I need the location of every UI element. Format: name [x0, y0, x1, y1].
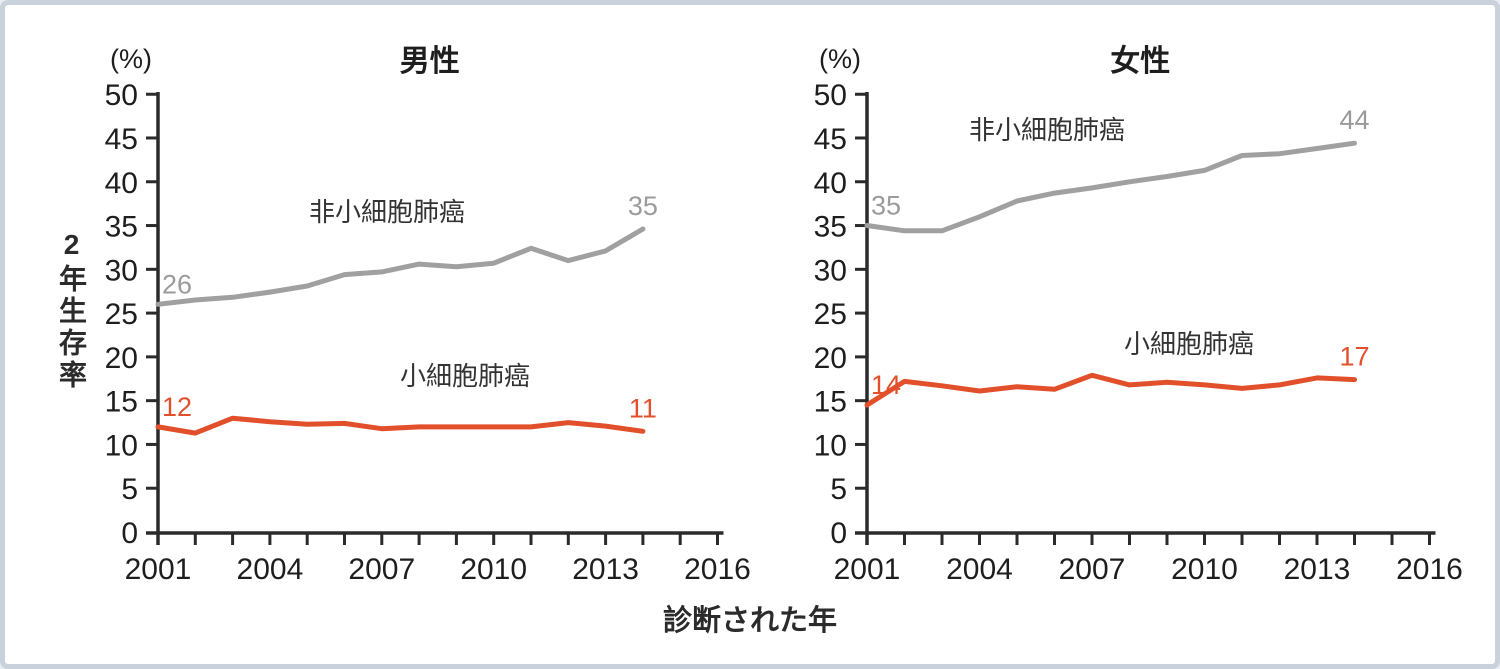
- x-axis-title: 診断された年: [662, 605, 837, 637]
- y-tick-label: 5: [830, 473, 847, 506]
- series-end-value: 35: [628, 191, 658, 221]
- series-name-label: 非小細胞肺癌: [969, 115, 1125, 145]
- series-end-value: 11: [629, 393, 657, 423]
- series-line-1: [864, 372, 1357, 408]
- x-tick-label: 2004: [237, 553, 304, 586]
- y-tick-label: 25: [814, 298, 847, 331]
- series-end-value: 17: [1339, 342, 1369, 372]
- series-line-0: [155, 226, 646, 307]
- chart-male: 0 5 10 15 20 25 30 35 40 45 50 2001 2004 2007 2010 2013…: [105, 44, 751, 586]
- x-tick-label: 2007: [1059, 553, 1126, 586]
- y-tick-label: 35: [814, 211, 847, 244]
- y-tick-label: 45: [814, 123, 847, 156]
- y-tick-label: 30: [814, 254, 847, 287]
- chart-female: 0 5 10 15 20 25 30 35 40 45 50 2001 2004 2007 2010 2013…: [814, 44, 1463, 586]
- series-start-value: 35: [871, 191, 901, 221]
- x-tick-label: 2016: [684, 553, 751, 586]
- y-axis-unit: (%): [110, 44, 152, 74]
- y-tick-label: 15: [814, 386, 847, 419]
- y-tick-label: 20: [814, 342, 847, 375]
- x-tick-label: 2010: [1171, 553, 1238, 586]
- y-tick-label: 50: [814, 79, 847, 112]
- y-axis-title: 2年生存率: [56, 229, 87, 392]
- y-tick-label: 50: [105, 79, 138, 112]
- series-name-label: 非小細胞肺癌: [309, 197, 465, 227]
- y-tick-label: 0: [830, 517, 847, 550]
- series-start-value: 14: [871, 370, 901, 400]
- y-tick-label: 10: [105, 429, 138, 462]
- y-tick-label: 0: [121, 517, 138, 550]
- y-tick-label: 45: [105, 123, 138, 156]
- y-tick-label: 30: [105, 254, 138, 287]
- chart-title: 女性: [1110, 44, 1170, 78]
- y-tick-label: 40: [105, 167, 138, 200]
- series-end-value: 44: [1339, 105, 1369, 135]
- x-tick-label: 2007: [348, 553, 415, 586]
- y-tick-label: 20: [105, 342, 138, 375]
- x-tick-label: 2004: [946, 553, 1013, 586]
- series-name-label: 小細胞肺癌: [1124, 329, 1254, 359]
- series-line-1: [155, 415, 646, 436]
- x-tick-label: 2010: [460, 553, 527, 586]
- series-line-0: [864, 140, 1357, 234]
- y-tick-label: 25: [105, 298, 138, 331]
- chart-title: 男性: [400, 45, 460, 78]
- x-tick-label: 2016: [1396, 553, 1463, 586]
- series-start-value: 26: [162, 269, 192, 299]
- x-tick-label: 2013: [1284, 553, 1351, 586]
- y-tick-label: 40: [814, 167, 847, 200]
- y-tick-label: 35: [105, 211, 138, 244]
- y-tick-label: 5: [121, 473, 138, 506]
- y-axis-unit: (%): [819, 44, 861, 74]
- y-tick-label: 15: [105, 386, 138, 419]
- x-tick-label: 2013: [572, 553, 639, 586]
- x-tick-label: 2001: [125, 553, 192, 586]
- x-tick-label: 2001: [834, 553, 901, 586]
- y-tick-label: 10: [814, 429, 847, 462]
- series-start-value: 12: [162, 392, 192, 422]
- series-name-label: 小細胞肺癌: [400, 361, 530, 391]
